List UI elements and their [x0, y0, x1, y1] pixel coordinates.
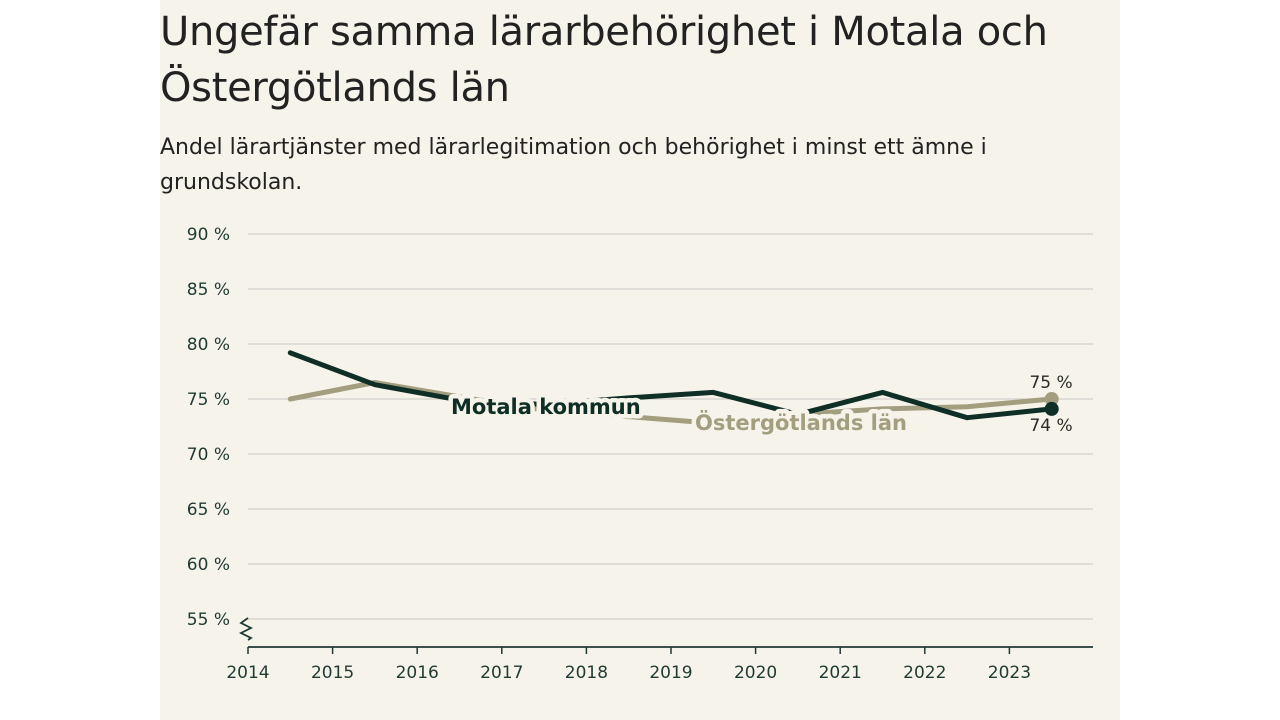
y-tick-label: 60 %: [187, 555, 230, 575]
x-tick-label: 2021: [819, 663, 862, 683]
y-tick-label: 55 %: [187, 610, 230, 630]
series-label-motala-halo: Motala kommun: [451, 395, 641, 419]
y-tick-label: 85 %: [187, 280, 230, 300]
y-tick-label: 80 %: [187, 335, 230, 355]
end-label-ostergotland: 75 %: [1029, 373, 1072, 393]
y-tick-label: 70 %: [187, 445, 230, 465]
end-point-ostergotland: [1044, 392, 1059, 406]
series-line-ostergotland: [287, 380, 1055, 426]
series-label-ostergotland-halo: Östergötlands län: [695, 410, 907, 435]
line-chart: 55 % 60 % 65 % 70 % 75 % 80 % 85 % 90 % 2014 2015…: [187, 225, 1093, 683]
series-lines: [287, 350, 1059, 426]
y-tick-label: 90 %: [187, 225, 230, 245]
x-tick-label: 2016: [396, 663, 439, 683]
chart-panel: Ungefär samma lärarbehörighet i Motala o…: [160, 0, 1120, 720]
series-label-motala: Motala kommun: [451, 395, 641, 419]
chart-subtitle: Andel lärartjänster med lärarlegitimatio…: [160, 135, 987, 195]
x-tick-label: 2014: [226, 663, 269, 683]
series-label-ostergotland: Östergötlands län: [695, 410, 907, 435]
x-tick-label: 2020: [734, 663, 777, 683]
x-tick-label: 2022: [903, 663, 946, 683]
x-tick-label: 2015: [311, 663, 354, 683]
gridlines: [248, 233, 1093, 620]
y-tick-label: 65 %: [187, 500, 230, 520]
x-tick-label: 2019: [649, 663, 692, 683]
axis-break-icon: [238, 617, 254, 641]
x-tick-label: 2023: [988, 663, 1031, 683]
end-point-motala: [1044, 401, 1059, 416]
axes: 55 % 60 % 65 % 70 % 75 % 80 % 85 % 90 % 2014 2015…: [187, 225, 1093, 683]
series-line-motala: [287, 350, 1055, 421]
x-tick-label: 2017: [480, 663, 523, 683]
end-label-motala: 74 %: [1029, 416, 1072, 436]
chart-title: Ungefär samma lärarbehörighet i Motala o…: [160, 9, 1048, 111]
x-tick-label: 2018: [565, 663, 608, 683]
y-tick-label: 75 %: [187, 390, 230, 410]
